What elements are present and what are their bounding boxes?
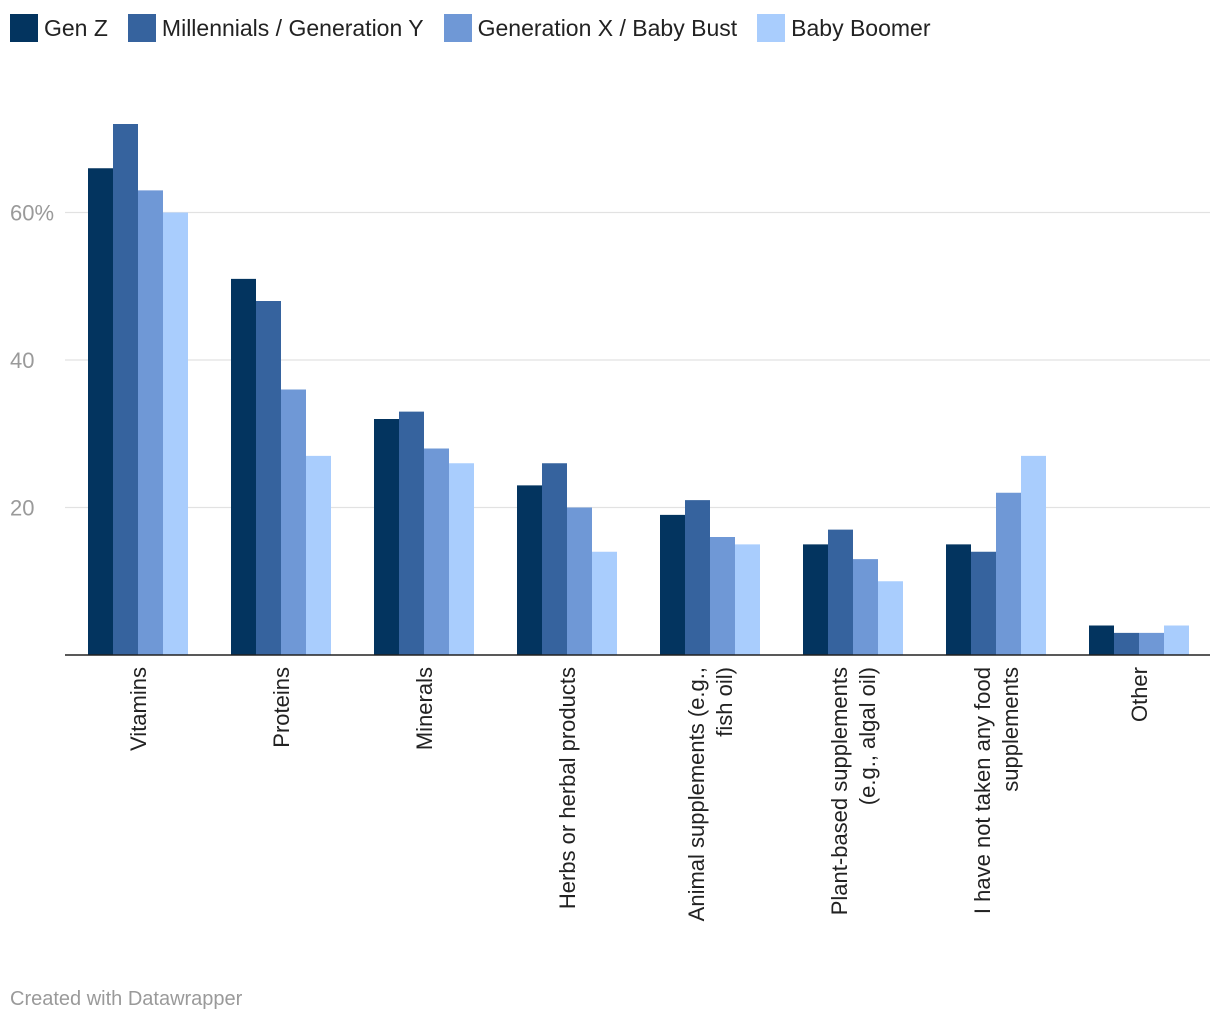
bar-5-2: [853, 559, 878, 655]
legend-label-baby-boomer: Baby Boomer: [791, 14, 931, 41]
x-tick-label-6-0: I have not taken any food: [970, 667, 995, 914]
legend-item-millennials: Millennials / Generation Y: [127, 14, 424, 42]
bar-0-3: [163, 212, 188, 655]
bar-4-2: [710, 537, 735, 655]
bar-7-3: [1164, 625, 1189, 655]
bar-5-1: [828, 529, 853, 655]
bar-3-2: [567, 507, 592, 655]
bar-4-0: [660, 514, 685, 655]
legend-swatch-baby-boomer: [757, 14, 786, 42]
y-tick-label-60: 60%: [10, 201, 54, 226]
legend-item-gen-z: Gen Z: [10, 14, 108, 42]
bar-1-1: [256, 301, 281, 655]
legend-item-baby-boomer: Baby Boomer: [757, 14, 931, 42]
bar-0-0: [88, 168, 113, 655]
x-tick-label-1-0: Proteins: [269, 667, 294, 748]
bar-1-2: [281, 389, 306, 655]
bar-6-1: [971, 551, 996, 655]
bar-6-0: [946, 544, 971, 655]
legend-swatch-gen-z: [10, 14, 38, 42]
bar-6-2: [996, 492, 1021, 655]
bar-2-0: [374, 419, 399, 655]
bar-4-1: [685, 500, 710, 655]
x-tick-label-7-0: Other: [1127, 667, 1152, 722]
bar-5-0: [803, 544, 828, 655]
bar-3-0: [517, 485, 542, 655]
legend-swatch-generation-x: [443, 14, 472, 42]
y-tick-label-40: 40: [10, 348, 34, 373]
legend-label-millennials: Millennials / Generation Y: [161, 14, 424, 41]
bar-7-2: [1139, 632, 1164, 655]
bar-0-2: [138, 190, 163, 655]
x-tick-label-6-1: supplements: [998, 667, 1023, 792]
bar-0-1: [113, 124, 138, 655]
legend-swatch-millennials: [127, 14, 156, 42]
bar-3-3: [592, 551, 617, 655]
legend-label-gen-z: Gen Z: [44, 14, 108, 41]
x-tick-label-3-0: Herbs or herbal products: [555, 667, 580, 909]
bar-1-0: [231, 278, 256, 655]
legend-label-generation-x: Generation X / Baby Bust: [477, 14, 738, 41]
bar-4-3: [735, 544, 760, 655]
bar-7-0: [1089, 625, 1114, 655]
bar-6-3: [1021, 455, 1046, 655]
bar-2-2: [424, 448, 449, 655]
footer-credit: Created with Datawrapper: [10, 988, 243, 1010]
x-tick-label-5-0: Plant-based supplements: [827, 667, 852, 915]
bar-2-1: [399, 411, 424, 655]
bar-1-3: [306, 455, 331, 655]
x-tick-label-4-0: Animal supplements (e.g.,: [684, 667, 709, 921]
bar-7-1: [1114, 632, 1139, 655]
chart-legend: Gen Z Millennials / Generation Y Generat…: [10, 12, 951, 44]
x-tick-label-0-0: Vitamins: [126, 667, 151, 751]
bar-3-1: [542, 463, 567, 655]
y-tick-label-20: 20: [10, 496, 34, 521]
bar-5-3: [878, 581, 903, 655]
bar-2-3: [449, 463, 474, 655]
x-tick-label-2-0: Minerals: [412, 667, 437, 750]
x-tick-label-5-1: (e.g., algal oil): [855, 667, 880, 805]
x-tick-label-4-1: fish oil): [712, 667, 737, 737]
legend-item-generation-x: Generation X / Baby Bust: [443, 14, 738, 42]
